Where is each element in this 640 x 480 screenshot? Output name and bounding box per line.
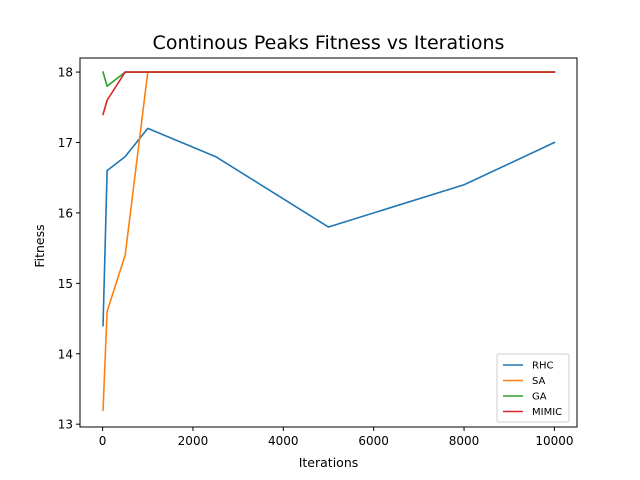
x-tick-label: 6000 [358, 434, 389, 448]
legend-label-rhc: RHC [532, 361, 553, 372]
plot-area [102, 71, 556, 411]
series-line-ga [102, 71, 556, 87]
x-tick-label: 8000 [449, 434, 480, 448]
series-line-mimic [102, 71, 556, 116]
y-tick-label: 16 [58, 206, 73, 220]
legend-box [496, 353, 570, 423]
x-tick-label: 0 [99, 434, 107, 448]
axes-frame [79, 57, 578, 428]
legend-label-sa: SA [532, 376, 546, 387]
y-tick-label: 14 [58, 347, 73, 361]
y-tick-label: 18 [58, 66, 73, 80]
legend-label-mimic: MIMIC [532, 407, 562, 418]
legend-label-ga: GA [532, 392, 547, 403]
series-line-sa [102, 71, 556, 411]
y-axis-label: Fitness [32, 224, 47, 267]
legend: RHC SA GA MIMIC [496, 353, 570, 423]
y-tick-label: 17 [58, 136, 73, 150]
chart-title: Continous Peaks Fitness vs Iterations [153, 32, 505, 54]
y-tick-label: 13 [58, 418, 73, 432]
series-line-rhc [102, 127, 556, 327]
x-axis-label: Iterations [299, 455, 359, 470]
x-tick-label: 10000 [535, 434, 573, 448]
x-tick-label: 2000 [178, 434, 209, 448]
x-tick-label: 4000 [268, 434, 299, 448]
y-tick-label: 15 [58, 277, 73, 291]
axes: 0 2000 4000 6000 8000 10000 13 14 15 16 17 18 [58, 57, 578, 448]
